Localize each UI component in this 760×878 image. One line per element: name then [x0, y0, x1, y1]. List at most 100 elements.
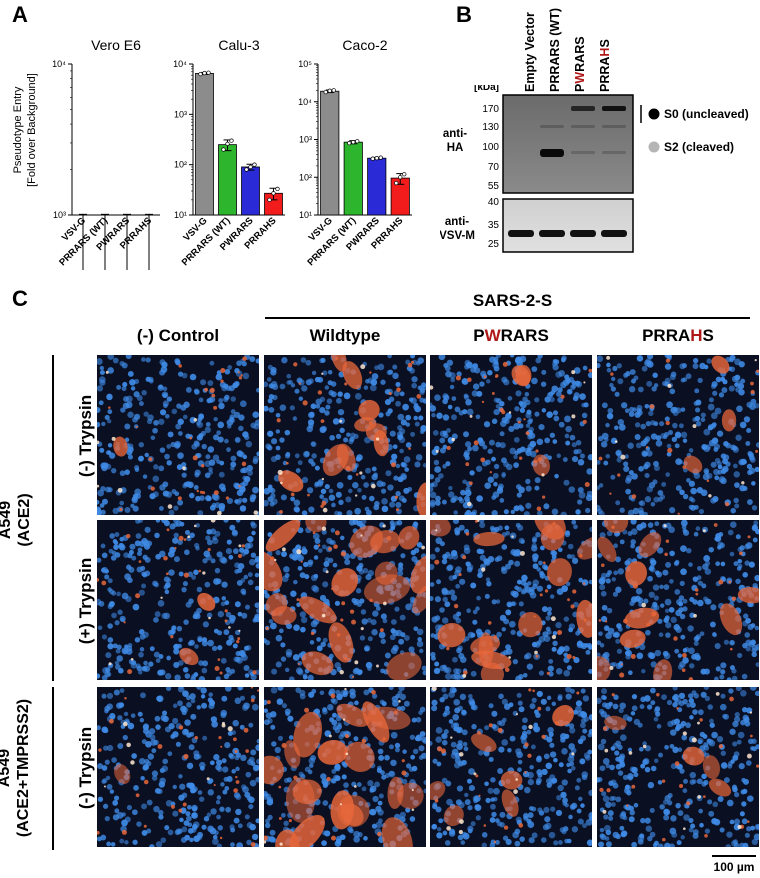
nucleus — [419, 648, 424, 654]
orange-spot — [481, 567, 486, 572]
nucleus — [510, 509, 515, 515]
nucleus — [314, 376, 321, 383]
orange-spot — [401, 770, 407, 776]
nucleus — [99, 503, 105, 508]
nucleus — [184, 834, 191, 841]
nucleus — [720, 693, 726, 699]
nucleus — [534, 485, 540, 491]
nucleus — [508, 425, 515, 433]
nucleus — [582, 365, 588, 371]
orange-spot — [322, 817, 325, 820]
nucleus — [629, 809, 636, 816]
nucleus — [369, 785, 377, 793]
nucleus — [163, 584, 169, 590]
nucleus — [659, 584, 664, 590]
nucleus — [353, 736, 359, 742]
nucleus — [172, 537, 179, 544]
nucleus — [490, 839, 496, 845]
nucleus — [124, 469, 130, 475]
nucleus — [216, 814, 221, 820]
nucleus — [533, 725, 541, 733]
syncytium — [552, 705, 574, 727]
nucleus — [327, 704, 334, 711]
orange-spot — [645, 446, 649, 449]
nucleus — [728, 688, 734, 694]
nucleus — [201, 702, 208, 709]
nucleus — [744, 560, 750, 566]
data-point — [351, 140, 356, 145]
nucleus — [550, 806, 556, 812]
nucleus — [505, 413, 512, 420]
nucleus — [680, 634, 686, 640]
nucleus — [127, 454, 133, 460]
nucleus — [647, 522, 654, 528]
nucleus — [475, 414, 481, 420]
nucleus — [157, 384, 164, 391]
nucleus — [597, 640, 602, 646]
nucleus — [395, 693, 401, 699]
nucleus — [466, 408, 474, 416]
nucleus — [665, 561, 672, 568]
orange-spot — [554, 721, 559, 726]
nucleus — [298, 379, 305, 386]
nucleus — [193, 835, 200, 843]
nucleus — [294, 453, 300, 459]
nucleus — [200, 694, 206, 699]
band-faint — [540, 125, 564, 128]
nucleus — [665, 632, 671, 638]
nucleus — [703, 745, 710, 751]
nucleus — [538, 810, 545, 816]
nucleus — [620, 831, 627, 838]
orange-spot — [459, 752, 464, 757]
orange-spot — [333, 544, 338, 549]
nucleus — [701, 773, 707, 780]
nucleus — [677, 653, 683, 658]
lane-label-part: RARS — [573, 36, 587, 72]
nucleus — [650, 501, 656, 507]
nucleus — [688, 827, 694, 833]
nucleus — [133, 785, 139, 791]
nucleus — [745, 639, 752, 647]
nucleus — [197, 510, 204, 515]
orange-spot — [708, 494, 712, 498]
nucleus — [117, 742, 124, 749]
legend-marker — [648, 141, 660, 153]
orange-spot — [641, 602, 647, 608]
nucleus — [657, 489, 664, 496]
orange-spot — [321, 526, 327, 531]
nucleus — [144, 526, 151, 533]
nucleus — [605, 578, 611, 584]
nucleus — [557, 387, 563, 393]
nucleus — [719, 703, 727, 711]
syncytium — [547, 558, 572, 587]
nucleus — [353, 433, 359, 439]
orange-spot — [317, 390, 323, 395]
nucleus — [392, 364, 398, 370]
nucleus — [650, 559, 657, 566]
orange-spot — [502, 361, 508, 367]
nucleus — [536, 567, 541, 572]
nucleus — [587, 454, 592, 461]
orange-spot — [285, 461, 289, 465]
group-label-ace2-tmprss2-line-2: (ACE2+TMPRSS2) — [15, 698, 32, 838]
nucleus — [475, 465, 483, 472]
orange-spot — [245, 749, 249, 753]
orange-spot — [202, 491, 206, 495]
nucleus — [153, 617, 159, 623]
nucleus — [341, 774, 347, 780]
nucleus — [149, 728, 156, 735]
nucleus — [357, 487, 362, 493]
nucleus — [624, 784, 632, 792]
nucleus — [677, 747, 683, 752]
nucleus — [644, 766, 651, 773]
orange-spot — [453, 603, 459, 609]
nucleus — [336, 693, 343, 701]
nucleus — [328, 390, 334, 396]
nucleus — [555, 809, 563, 817]
nucleus — [745, 441, 751, 446]
nucleus — [673, 624, 680, 631]
nucleus — [101, 765, 108, 771]
nucleus — [177, 660, 184, 666]
nucleus — [526, 663, 534, 670]
nucleus — [441, 499, 447, 505]
